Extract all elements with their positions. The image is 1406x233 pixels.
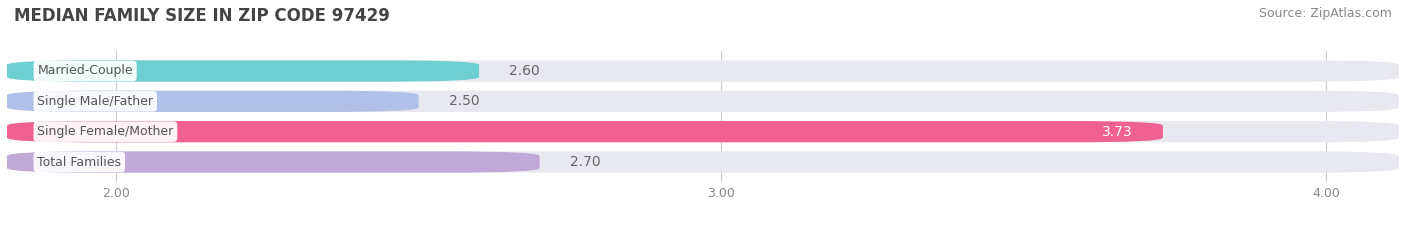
FancyBboxPatch shape <box>7 60 1399 82</box>
Text: Married-Couple: Married-Couple <box>38 65 134 78</box>
FancyBboxPatch shape <box>7 91 1399 112</box>
Text: Total Families: Total Families <box>38 155 121 168</box>
Text: Single Male/Father: Single Male/Father <box>38 95 153 108</box>
FancyBboxPatch shape <box>7 121 1399 142</box>
Text: Single Female/Mother: Single Female/Mother <box>38 125 173 138</box>
FancyBboxPatch shape <box>7 151 540 173</box>
Text: 3.73: 3.73 <box>1102 125 1133 139</box>
Text: MEDIAN FAMILY SIZE IN ZIP CODE 97429: MEDIAN FAMILY SIZE IN ZIP CODE 97429 <box>14 7 389 25</box>
Text: 2.70: 2.70 <box>569 155 600 169</box>
Text: 2.50: 2.50 <box>449 94 479 108</box>
FancyBboxPatch shape <box>7 121 1163 142</box>
FancyBboxPatch shape <box>7 91 419 112</box>
FancyBboxPatch shape <box>7 151 1399 173</box>
Text: Source: ZipAtlas.com: Source: ZipAtlas.com <box>1258 7 1392 20</box>
FancyBboxPatch shape <box>7 60 479 82</box>
Text: 2.60: 2.60 <box>509 64 540 78</box>
